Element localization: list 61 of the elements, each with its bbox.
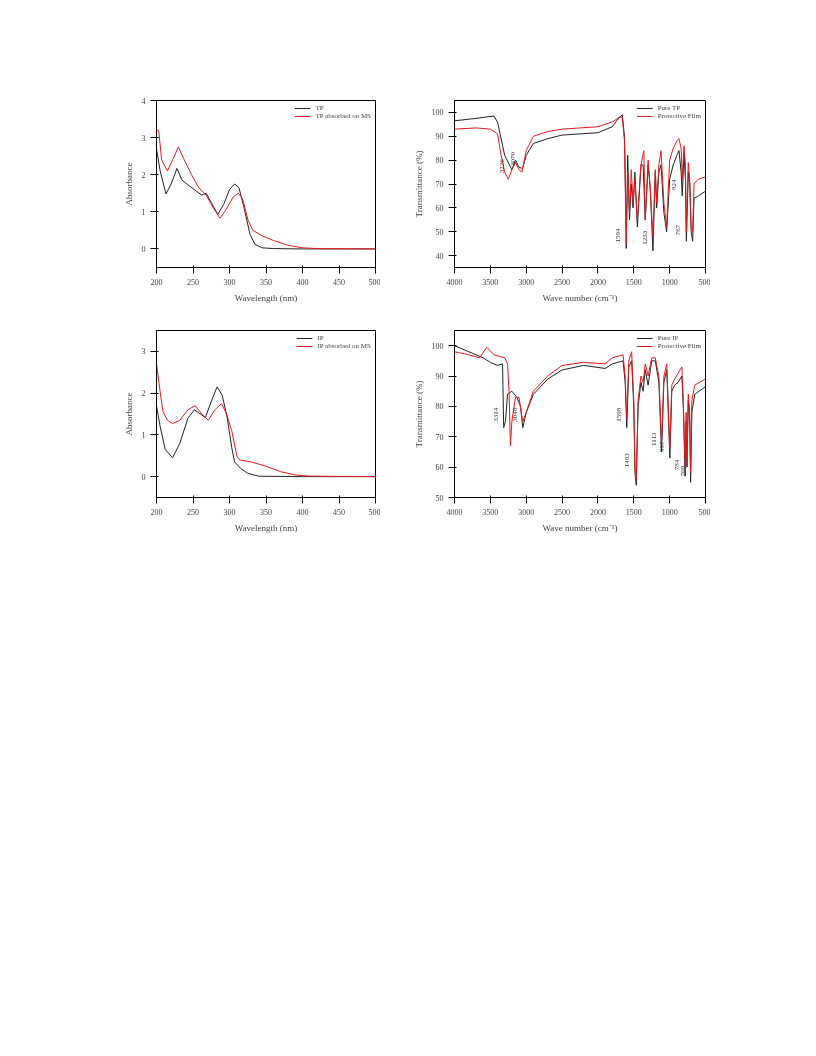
y-tick-label: 40: [435, 251, 444, 261]
x-axis-title: Wave number (cm⁻¹): [542, 292, 618, 303]
y-tick-label: 90: [435, 372, 444, 382]
y-tick-label: 4: [141, 96, 146, 106]
y-tick-label: 0: [141, 244, 146, 254]
y-axis-title: Transmittance (%): [413, 380, 424, 448]
y-tick-label: 50: [435, 493, 444, 503]
y-tick-label: 3: [141, 133, 146, 143]
x-tick-label: 500: [698, 507, 711, 517]
y-tick-label: 50: [435, 227, 444, 237]
x-tick-label: 500: [698, 277, 711, 287]
y-tick-label: 100: [431, 108, 444, 118]
x-axis-title: Wavelength (nm): [234, 292, 298, 303]
y-tick-label: 0: [141, 472, 146, 482]
x-tick-label: 1500: [625, 507, 642, 517]
x-tick-label: 200: [150, 277, 163, 287]
y-axis-title: Absorbance: [123, 162, 134, 206]
x-tick-label: 450: [333, 507, 345, 517]
x-tick-label: 2500: [554, 507, 571, 517]
x-tick-label: 2000: [589, 507, 606, 517]
x-tick-label: 2000: [589, 277, 606, 287]
y-axis-title: Transmittance (%): [413, 150, 424, 218]
y-tick-label: 1: [141, 207, 146, 217]
y-tick-label: 70: [435, 180, 444, 189]
x-tick-label: 3000: [518, 277, 535, 287]
x-axis-title: Wave number (cm⁻¹): [542, 522, 618, 533]
x-tick-label: 4000: [446, 507, 463, 517]
y-tick-label: 80: [435, 156, 444, 166]
x-tick-label: 350: [260, 277, 272, 287]
x-tick-label: 250: [187, 507, 199, 517]
x-tick-label: 500: [368, 507, 381, 517]
x-tick-label: 450: [333, 277, 345, 287]
x-tick-label: 500: [368, 277, 381, 287]
x-tick-label: 3000: [518, 507, 535, 517]
y-tick-label: 70: [435, 432, 444, 442]
x-tick-label: 2500: [554, 277, 571, 287]
x-tick-label: 400: [296, 507, 309, 517]
y-tick-label: 2: [141, 389, 146, 399]
line-series: [156, 129, 376, 250]
x-axis-title: Wavelength (nm): [234, 522, 298, 533]
x-tick-label: 300: [223, 277, 236, 287]
x-tick-label: 1000: [661, 507, 678, 517]
y-tick-label: 60: [435, 203, 444, 213]
y-tick-label: 80: [435, 402, 444, 412]
x-tick-label: 350: [260, 507, 272, 517]
x-tick-label: 1500: [625, 277, 642, 287]
y-tick-label: 90: [435, 132, 444, 142]
x-tick-label: 3500: [482, 507, 499, 517]
y-axis-title: Absorbance: [123, 392, 134, 436]
x-tick-label: 400: [296, 277, 309, 287]
x-tick-label: 3500: [482, 277, 499, 287]
x-tick-label: 1000: [661, 277, 678, 287]
y-tick-label: 2: [141, 170, 146, 180]
x-tick-label: 4000: [446, 277, 463, 287]
x-tick-label: 200: [150, 507, 163, 517]
x-tick-label: 300: [223, 507, 236, 517]
y-tick-label: 100: [431, 341, 444, 351]
x-tick-label: 250: [187, 277, 199, 287]
y-tick-label: 1: [141, 430, 146, 440]
y-tick-label: 3: [141, 347, 146, 357]
y-tick-label: 60: [435, 463, 444, 473]
